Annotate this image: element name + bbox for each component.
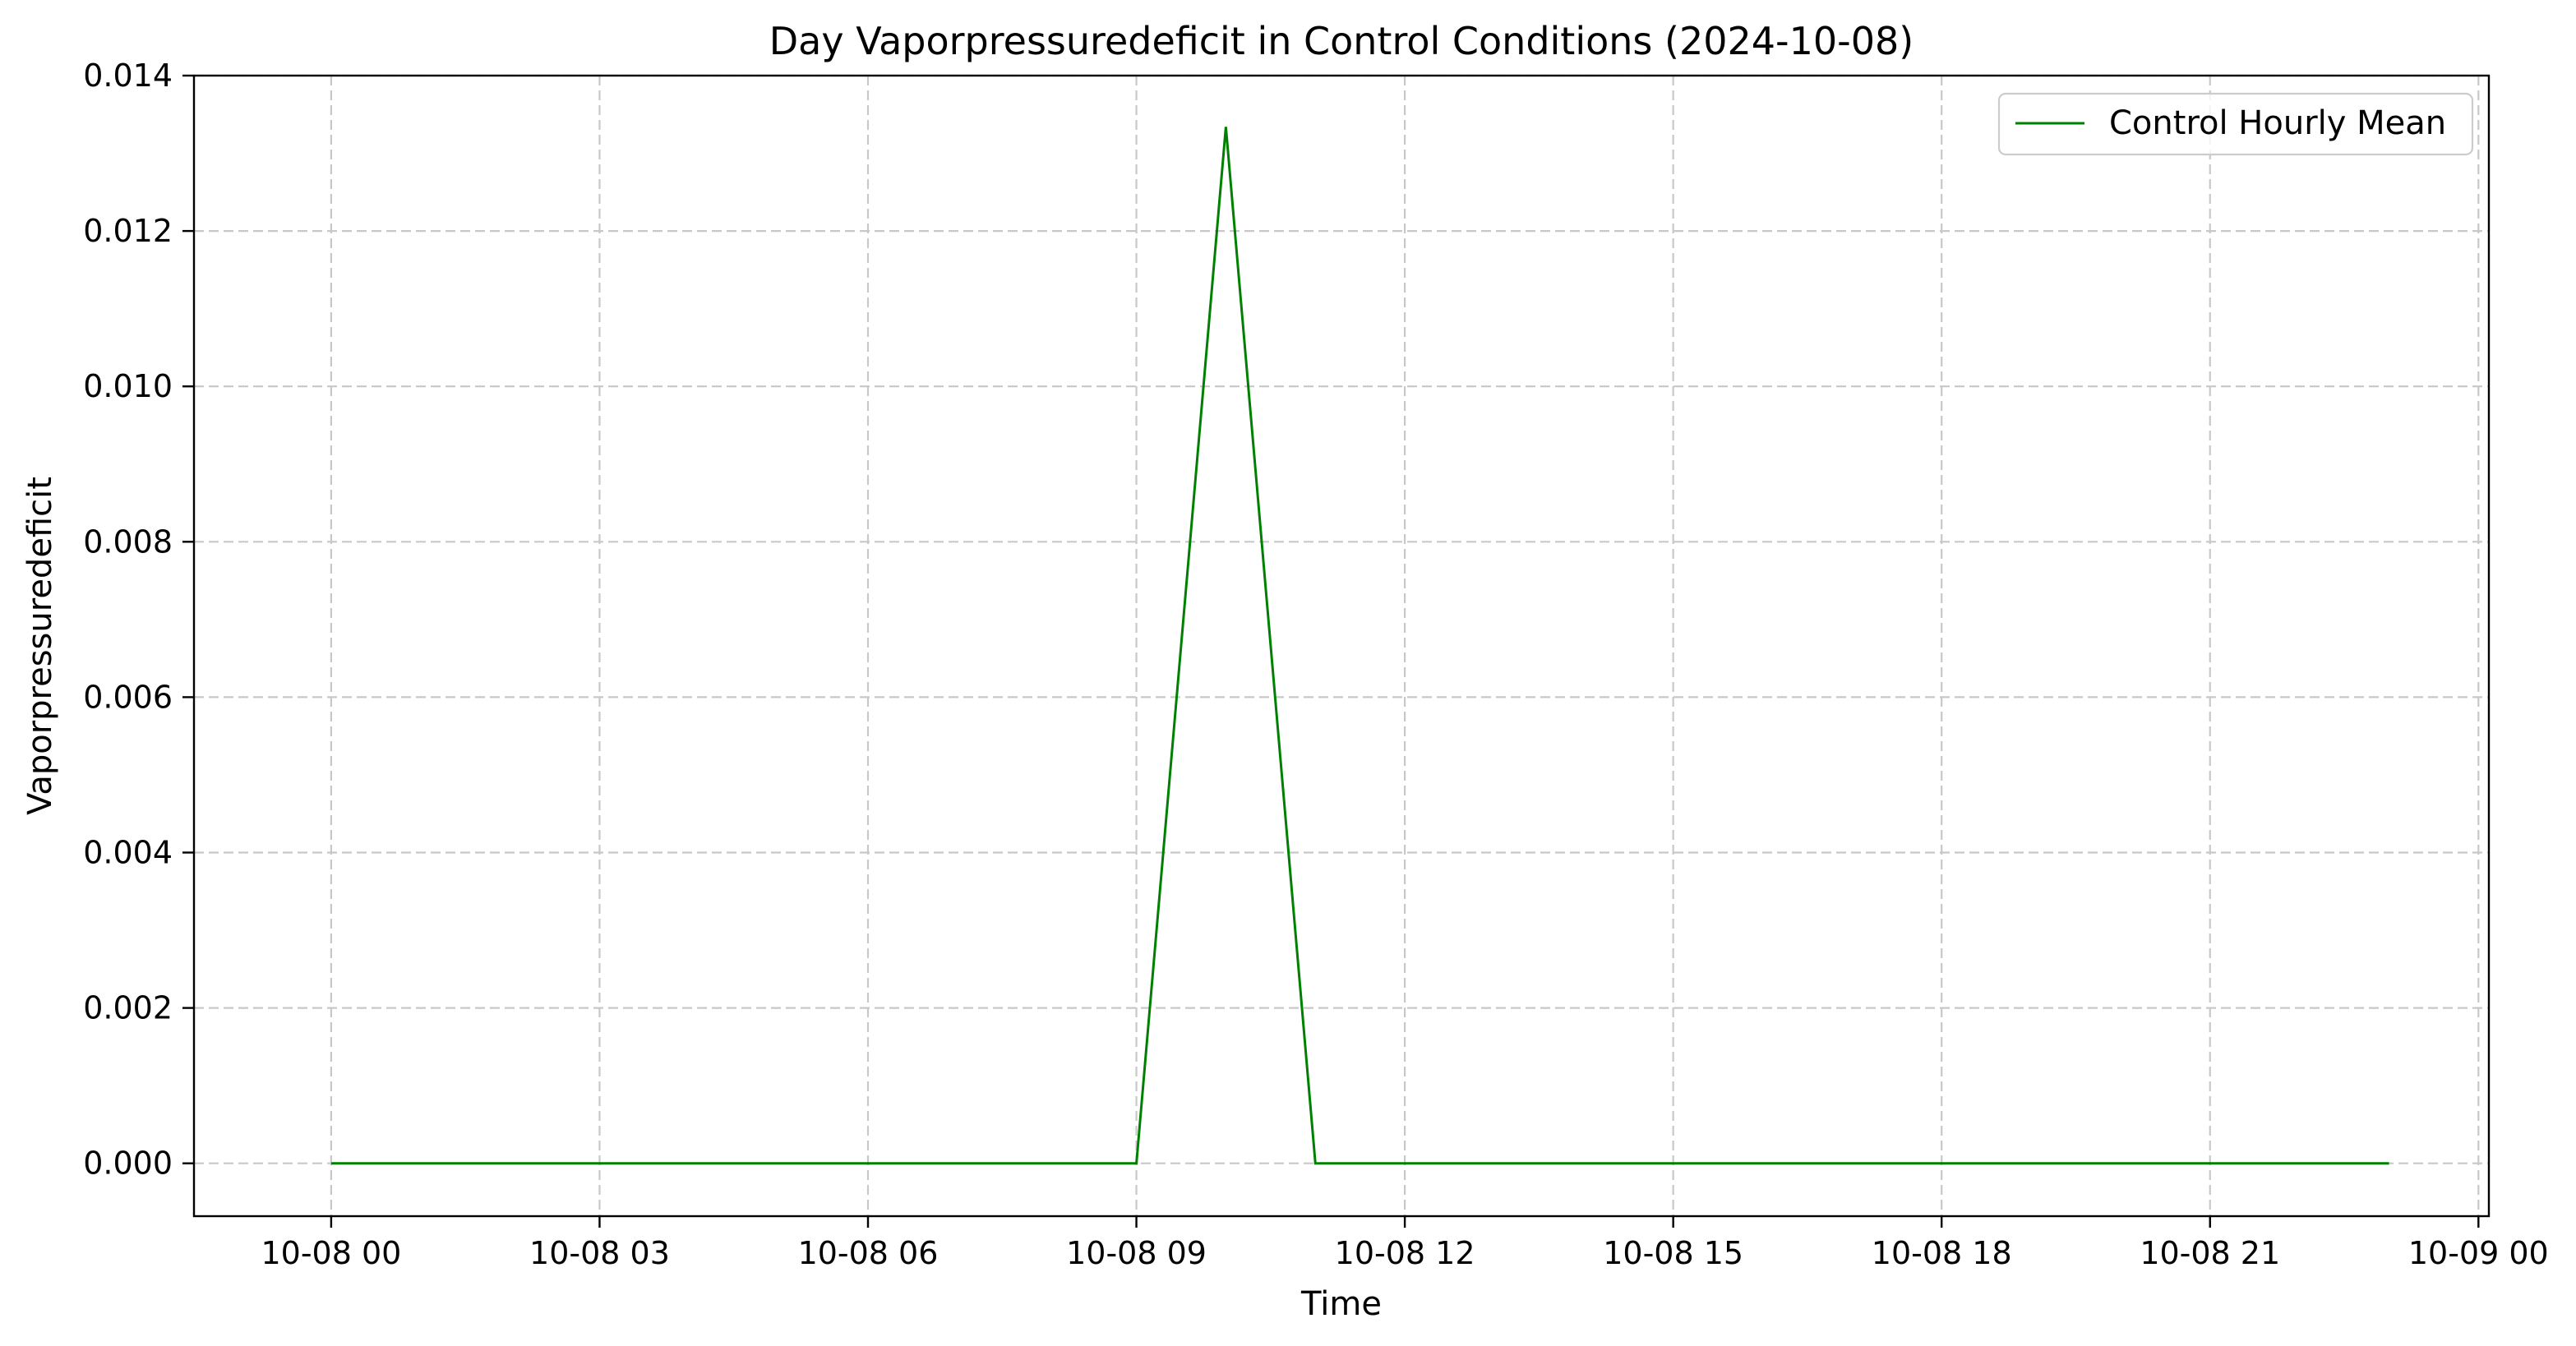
y-tick-label: 0.012 — [83, 213, 173, 249]
x-tick-label: 10-08 00 — [261, 1235, 401, 1271]
legend: Control Hourly Mean — [1997, 92, 2474, 156]
legend-box — [1997, 92, 2474, 156]
x-tick-label: 10-08 03 — [529, 1235, 670, 1271]
x-tick-label: 10-08 06 — [798, 1235, 939, 1271]
plot-frame — [192, 74, 2491, 1218]
y-tick-label: 0.014 — [83, 58, 173, 94]
y-tick-label: 0.006 — [83, 679, 173, 715]
y-axis-label: Vaporpressuredeficit — [21, 477, 59, 815]
ticks-layer: 10-08 00 10-08 03 10-08 06 10-08 09 10-08 12… — [83, 58, 2549, 1271]
series-line-0 — [330, 127, 2389, 1165]
chart-title: Day Vaporpressuredeficit in Control Cond… — [769, 19, 1914, 63]
y-tick-label: 0.010 — [83, 368, 173, 404]
legend-label: Control Hourly Mean — [2109, 104, 2446, 142]
series-layer — [330, 127, 2389, 1165]
y-tick-label: 0.008 — [83, 523, 173, 560]
y-tick-label: 0.004 — [83, 835, 173, 871]
x-tick-label: 10-08 18 — [1872, 1235, 2012, 1271]
x-tick-label: 10-08 15 — [1603, 1235, 1743, 1271]
y-tick-label: 0.000 — [83, 1145, 173, 1182]
x-tick-label: 10-08 12 — [1335, 1235, 1475, 1271]
x-tick-label: 10-09 00 — [2408, 1235, 2549, 1271]
x-axis-label: Time — [1300, 1285, 1382, 1323]
y-tick-label: 0.002 — [83, 990, 173, 1026]
x-tick-label: 10-08 09 — [1066, 1235, 1207, 1271]
x-tick-label: 10-08 21 — [2140, 1235, 2280, 1271]
